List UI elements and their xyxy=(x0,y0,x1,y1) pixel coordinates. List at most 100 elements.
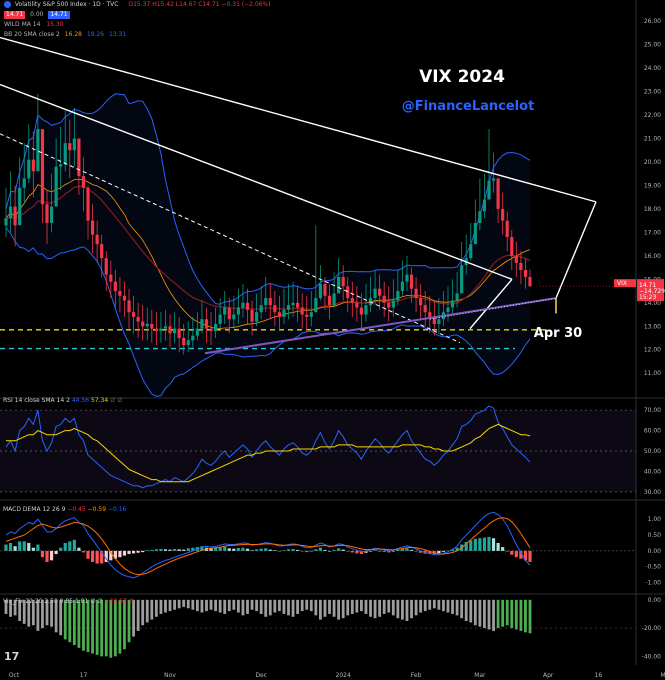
candle-body xyxy=(204,319,209,329)
tradingview-logo-icon[interactable]: 17 xyxy=(4,650,20,663)
candle-body xyxy=(482,199,487,212)
price-tick: 23.00 xyxy=(644,89,661,96)
candle-body xyxy=(473,222,477,245)
vixfix-bar xyxy=(401,599,404,620)
vixfix-bar xyxy=(314,599,318,616)
bb-label[interactable]: BB 20 SMA close 2 xyxy=(4,31,60,38)
vixfix-bar xyxy=(214,599,217,612)
candle-body xyxy=(13,206,17,226)
vixfix-bar xyxy=(72,599,76,646)
macd-hist-bar xyxy=(72,539,76,551)
macd-signal-line xyxy=(5,517,531,576)
macd-hist-bar xyxy=(428,550,432,555)
vixfix-bar xyxy=(91,599,94,654)
macd-tick: 1.00 xyxy=(648,516,662,523)
candle-body xyxy=(327,295,332,306)
vixfix-bar xyxy=(442,599,445,612)
candle-body xyxy=(409,274,414,289)
candle-body xyxy=(396,291,400,301)
macd-hist-bar xyxy=(482,537,487,551)
macd-hist-bar xyxy=(68,541,72,551)
time-tick: Nov xyxy=(164,672,176,679)
vixfix-bar xyxy=(460,599,464,619)
candle-body xyxy=(478,211,482,223)
buy-button[interactable]: 14.71 xyxy=(48,11,70,19)
candle-body xyxy=(273,305,277,313)
candle-body xyxy=(45,204,49,223)
vixfix-bar xyxy=(277,599,281,612)
candle-body xyxy=(359,307,364,315)
vixfix-bar xyxy=(136,599,140,631)
macd-hist-bar xyxy=(437,550,441,554)
rsi-label[interactable]: RSI 14 close SMA 14 2 xyxy=(3,397,70,404)
vixfix-bar xyxy=(95,599,99,655)
vixfix-bar xyxy=(218,599,222,613)
candle-body xyxy=(528,276,532,287)
candle-body xyxy=(373,288,377,299)
vixfix-bar xyxy=(68,599,72,643)
macd-hist-bar xyxy=(141,550,145,553)
candle-body xyxy=(296,302,300,308)
candle-body xyxy=(305,314,309,317)
vixfix-bar xyxy=(132,599,135,637)
macd-hist-bar xyxy=(391,550,395,552)
vixfix-bar xyxy=(236,599,240,613)
macd-hist-bar xyxy=(163,549,168,551)
macd-hist-bar xyxy=(346,550,350,552)
candle-body xyxy=(122,295,127,301)
macd-label[interactable]: MACD DEMA 12 26 9 xyxy=(3,506,66,513)
vixfix-bar xyxy=(182,599,186,607)
macd-hist-value: −0.16 xyxy=(107,506,127,513)
macd-hist-bar xyxy=(368,550,373,552)
wild-ma-label[interactable]: WILD MA 14 xyxy=(4,21,41,28)
sell-button[interactable]: 14.71 xyxy=(4,11,26,19)
bb-basis-line xyxy=(5,178,531,329)
macd-hist-bar xyxy=(373,550,377,551)
candle-body xyxy=(264,298,268,306)
vixfix-bar xyxy=(31,599,35,626)
vixfix-bar xyxy=(405,599,409,622)
macd-hist-bar xyxy=(214,547,218,551)
candle-body xyxy=(460,265,464,294)
macd-hist-bar xyxy=(104,550,108,562)
vixfix-bar xyxy=(300,599,304,612)
time-tick: 16 xyxy=(595,672,603,679)
vixfix-bar xyxy=(446,599,450,613)
macd-hist-bar xyxy=(327,550,332,552)
candle-body xyxy=(259,305,263,313)
vixfix-bar xyxy=(373,599,377,619)
vixfix-bar xyxy=(186,599,190,609)
macd-hist-bar xyxy=(364,550,368,553)
price-tick: 12.00 xyxy=(644,347,661,354)
price-tick: 16.00 xyxy=(644,253,661,260)
vixfix-bar xyxy=(63,599,67,640)
annotation-date: Apr 30 xyxy=(534,326,582,341)
symbol-title[interactable]: Volatility S&P 500 Index · 1D · TVC xyxy=(14,1,119,8)
candle-body xyxy=(163,326,168,329)
macd-hist-bar xyxy=(473,538,477,551)
vixfix-bar xyxy=(419,599,423,613)
vixfix-bar xyxy=(273,599,277,613)
vixfix-bar xyxy=(154,599,158,617)
candle-body xyxy=(27,159,31,179)
candle-body xyxy=(63,143,67,165)
candle-body xyxy=(255,312,259,322)
candle-body xyxy=(364,305,368,315)
macd-tick: 0.50 xyxy=(648,532,662,539)
vixfix-bar xyxy=(246,599,249,614)
candle-body xyxy=(523,269,528,277)
vixfix-bar xyxy=(141,599,145,626)
macd-hist-bar xyxy=(86,550,90,559)
macd-hist-bar xyxy=(154,549,158,551)
trade-row: 14.71 0.00 14.71 xyxy=(4,11,73,19)
candle-body xyxy=(514,255,518,263)
macd-hist-bar xyxy=(464,542,468,551)
vixfix-bar xyxy=(77,599,81,648)
vixfix-bar xyxy=(414,599,418,616)
macd-hist-bar xyxy=(282,550,286,551)
candle-body xyxy=(159,328,163,331)
macd-tick: -1.00 xyxy=(645,580,661,587)
candle-body xyxy=(268,298,272,306)
vixfix-label[interactable]: Vix_Fix 22 20 2.50 0.85 1.01 ∅ ∅ xyxy=(3,598,103,605)
